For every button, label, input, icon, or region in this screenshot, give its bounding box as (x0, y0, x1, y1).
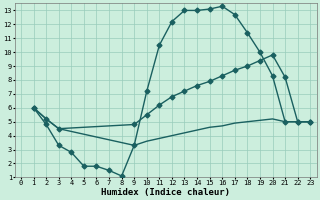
X-axis label: Humidex (Indice chaleur): Humidex (Indice chaleur) (101, 188, 230, 197)
